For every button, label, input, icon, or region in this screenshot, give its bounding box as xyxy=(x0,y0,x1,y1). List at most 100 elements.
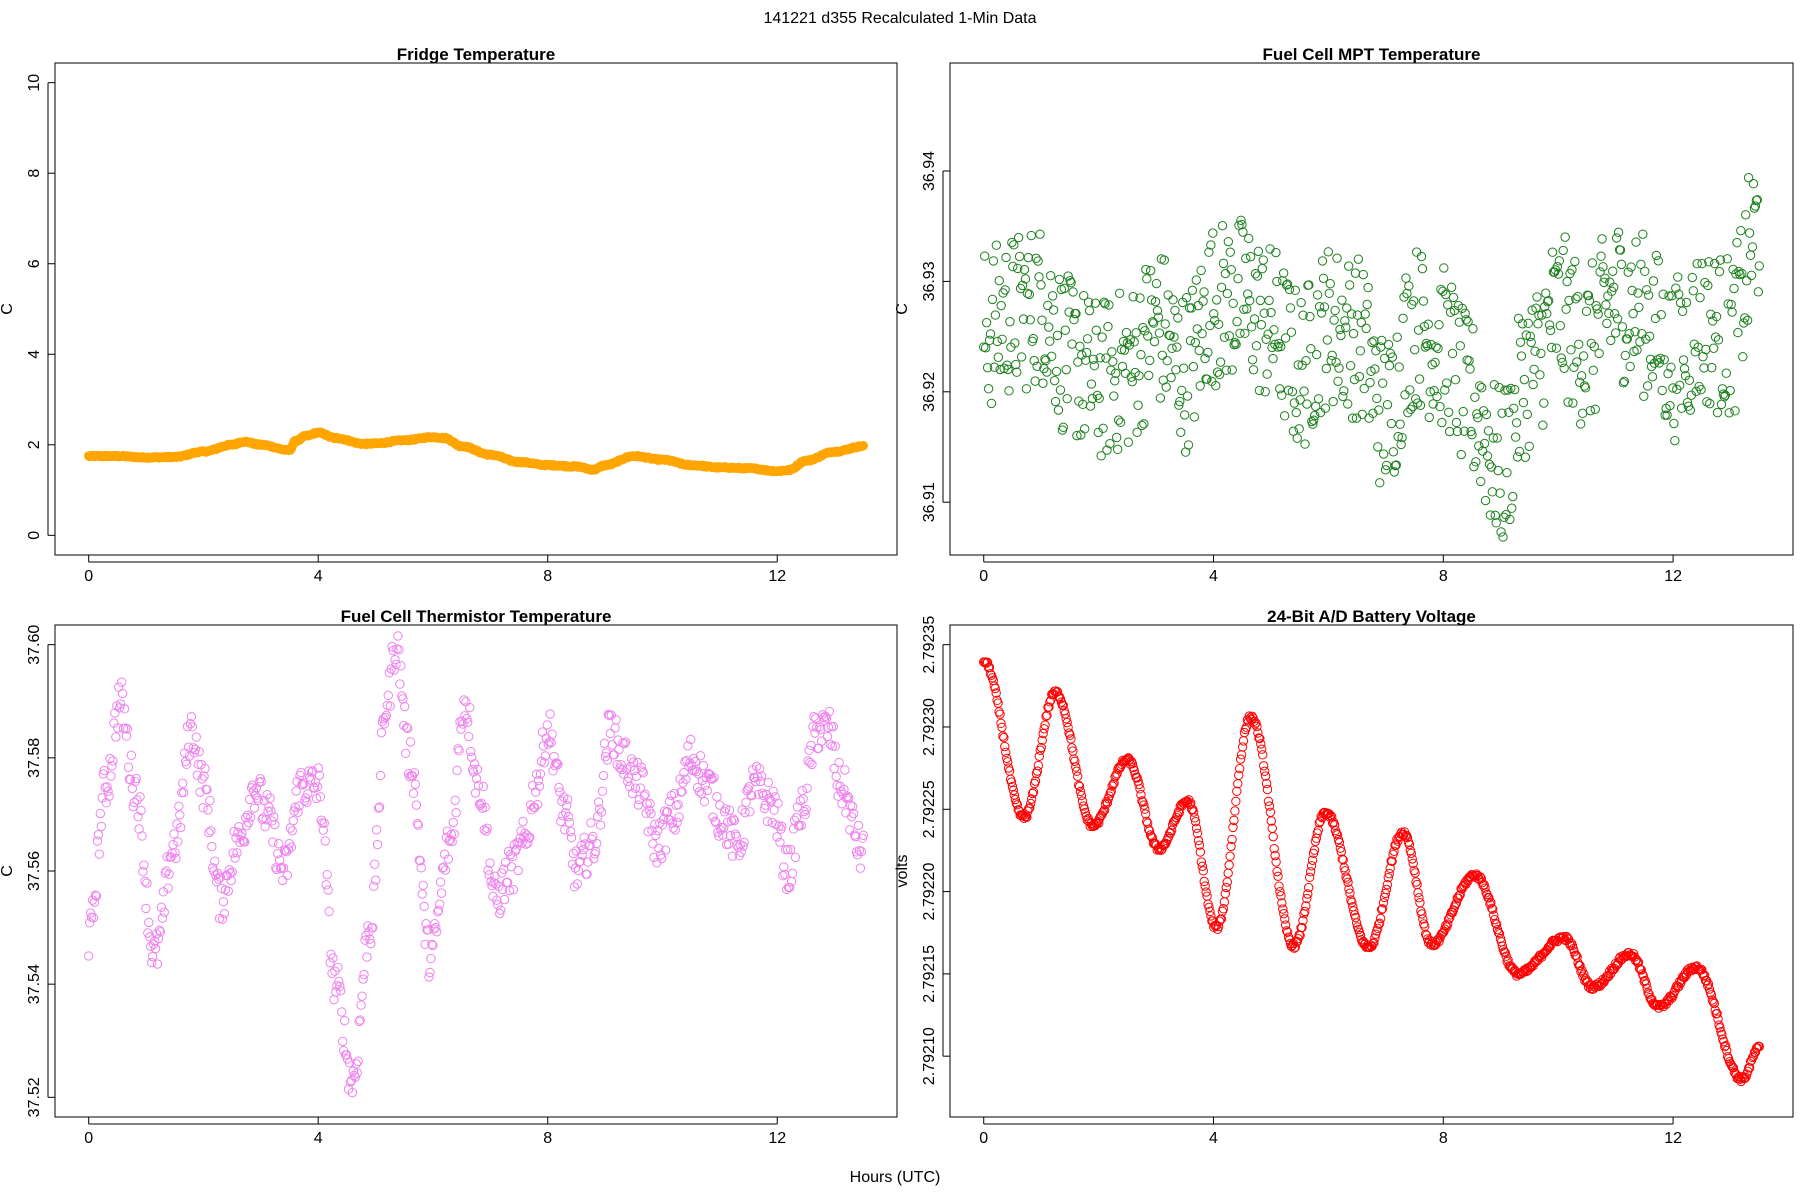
data-point xyxy=(1059,283,1069,294)
data-point xyxy=(1751,195,1762,206)
data-point xyxy=(1019,264,1030,275)
data-point xyxy=(1746,270,1757,281)
data-point xyxy=(381,710,392,721)
data-point xyxy=(85,908,96,918)
data-point xyxy=(1412,398,1423,408)
data-point xyxy=(1373,923,1383,934)
data-point xyxy=(1279,411,1290,421)
data-point xyxy=(1560,232,1570,242)
data-point xyxy=(1203,347,1213,358)
data-point xyxy=(751,776,761,787)
data-point xyxy=(643,826,653,837)
x-tick-label: 8 xyxy=(1439,1130,1448,1147)
data-point xyxy=(1572,357,1582,367)
data-point xyxy=(1452,426,1463,437)
data-point xyxy=(1160,319,1170,329)
data-point xyxy=(1352,310,1363,320)
data-point xyxy=(1384,361,1395,371)
data-point xyxy=(846,812,857,822)
data-point xyxy=(858,830,869,841)
data-point xyxy=(1343,399,1353,409)
data-point xyxy=(1141,809,1151,819)
data-point xyxy=(452,765,462,776)
data-point xyxy=(1715,1023,1725,1033)
data-point xyxy=(1078,290,1089,301)
data-point xyxy=(650,819,660,830)
data-point xyxy=(391,659,401,670)
data-point xyxy=(1199,876,1209,887)
data-point xyxy=(836,786,846,796)
data-point xyxy=(1669,418,1679,429)
data-point xyxy=(178,787,189,798)
data-point xyxy=(781,845,791,855)
data-point xyxy=(1418,914,1428,924)
data-point xyxy=(398,694,408,704)
data-point xyxy=(1700,277,1710,288)
data-point xyxy=(1437,417,1447,428)
data-point xyxy=(245,812,256,822)
data-point xyxy=(1262,784,1273,795)
data-point xyxy=(1314,818,1324,828)
data-point xyxy=(174,801,184,812)
data-point xyxy=(1284,284,1295,295)
data-point xyxy=(809,712,819,722)
data-point xyxy=(90,890,101,900)
data-point xyxy=(534,781,545,792)
data-point xyxy=(435,877,446,887)
data-point xyxy=(233,827,243,838)
data-point xyxy=(1137,796,1147,806)
data-point xyxy=(416,863,426,873)
data-point xyxy=(1492,433,1502,443)
data-point xyxy=(1257,744,1267,754)
data-point xyxy=(1205,906,1215,917)
data-point xyxy=(729,815,740,826)
data-point xyxy=(1642,983,1652,993)
data-point xyxy=(1096,451,1106,461)
data-point xyxy=(1003,364,1013,375)
data-point xyxy=(1553,269,1564,279)
data-point xyxy=(1010,338,1020,348)
data-point xyxy=(1578,351,1589,361)
data-point xyxy=(426,953,436,964)
data-point xyxy=(785,844,796,855)
data-point xyxy=(1443,919,1453,929)
data-point xyxy=(1234,764,1245,774)
data-point xyxy=(339,1015,350,1026)
y-tick-label: 37.56 xyxy=(26,851,43,891)
data-point xyxy=(1021,384,1032,394)
data-point xyxy=(762,816,773,827)
data-point xyxy=(535,769,546,779)
data-point xyxy=(1488,433,1499,443)
data-point xyxy=(1378,449,1389,459)
data-point xyxy=(251,783,262,793)
data-point xyxy=(1038,378,1048,388)
data-point xyxy=(1597,234,1607,244)
data-point xyxy=(1250,269,1261,279)
data-point xyxy=(1109,391,1119,401)
data-point xyxy=(415,856,425,866)
data-point xyxy=(679,767,689,778)
data-point xyxy=(1425,387,1435,397)
data-point xyxy=(1067,339,1077,349)
data-point xyxy=(1376,335,1387,346)
data-point xyxy=(306,767,317,777)
data-point xyxy=(1604,308,1614,319)
data-point xyxy=(1256,739,1266,749)
data-point xyxy=(360,935,370,945)
x-tick-label: 8 xyxy=(543,1130,552,1147)
data-point xyxy=(997,722,1007,732)
data-point xyxy=(1346,309,1357,319)
data-point xyxy=(103,786,113,797)
data-point xyxy=(1074,781,1085,792)
data-point xyxy=(1374,405,1384,415)
data-point xyxy=(1258,761,1269,771)
data-point xyxy=(1261,334,1271,344)
data-point xyxy=(1175,396,1185,407)
data-point xyxy=(1409,296,1419,306)
data-point xyxy=(1702,397,1712,407)
data-point xyxy=(1195,381,1205,391)
data-point xyxy=(1583,290,1594,301)
data-point xyxy=(1266,816,1277,826)
data-point xyxy=(804,745,814,756)
data-point xyxy=(1035,229,1045,239)
